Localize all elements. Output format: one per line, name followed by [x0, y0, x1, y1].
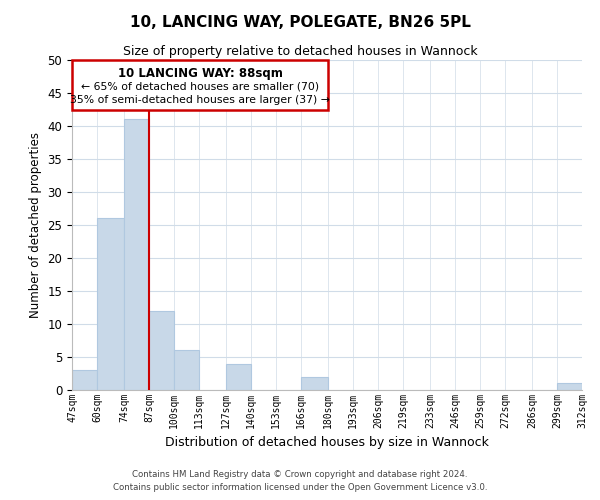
- Bar: [149, 311, 174, 390]
- Text: 10 LANCING WAY: 88sqm: 10 LANCING WAY: 88sqm: [118, 66, 283, 80]
- Bar: [301, 377, 328, 390]
- Text: Contains HM Land Registry data © Crown copyright and database right 2024.
Contai: Contains HM Land Registry data © Crown c…: [113, 470, 487, 492]
- Bar: [226, 364, 251, 390]
- Bar: [72, 60, 328, 110]
- Text: 35% of semi-detached houses are larger (37) →: 35% of semi-detached houses are larger (…: [70, 95, 330, 105]
- Y-axis label: Number of detached properties: Number of detached properties: [29, 132, 42, 318]
- Text: ← 65% of detached houses are smaller (70): ← 65% of detached houses are smaller (70…: [81, 81, 319, 91]
- Bar: [97, 218, 124, 390]
- Text: 10, LANCING WAY, POLEGATE, BN26 5PL: 10, LANCING WAY, POLEGATE, BN26 5PL: [130, 15, 470, 30]
- Bar: [557, 384, 582, 390]
- Bar: [124, 120, 149, 390]
- Bar: [174, 350, 199, 390]
- Bar: [72, 370, 97, 390]
- X-axis label: Distribution of detached houses by size in Wannock: Distribution of detached houses by size …: [165, 436, 489, 450]
- Text: Size of property relative to detached houses in Wannock: Size of property relative to detached ho…: [122, 45, 478, 58]
